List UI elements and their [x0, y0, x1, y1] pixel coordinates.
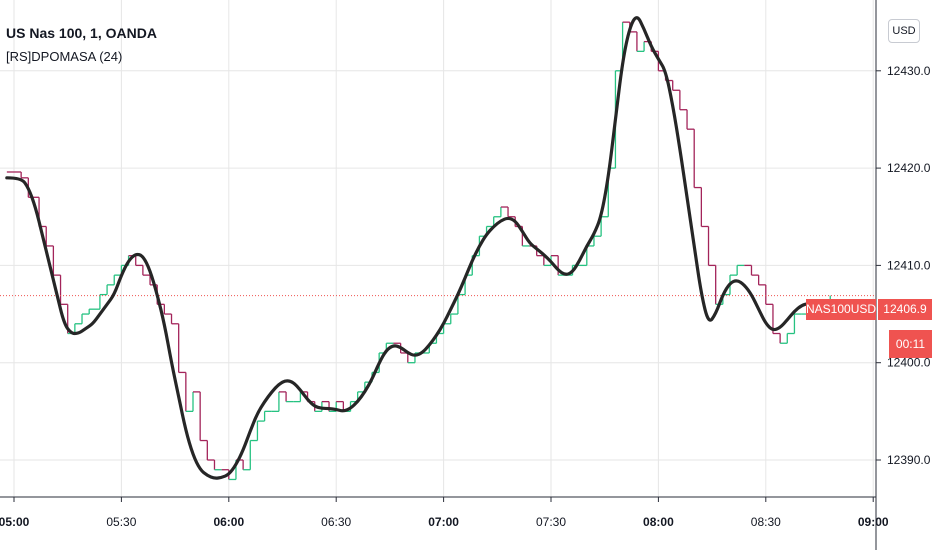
x-tick-label: 08:30	[751, 515, 781, 529]
x-tick-label: 05:30	[106, 515, 136, 529]
y-tick-label: 12390.0	[887, 453, 931, 467]
y-tick-label: 12420.0	[887, 161, 931, 175]
x-tick-label: 09:00	[858, 515, 889, 529]
symbol-label[interactable]: US Nas 100, 1, OANDA	[6, 25, 157, 41]
symbol-price-tag: NAS100USD	[806, 299, 876, 320]
x-tick-label: 06:00	[213, 515, 244, 529]
y-tick-label: 12400.0	[887, 356, 931, 370]
x-tick-label: 08:00	[643, 515, 674, 529]
x-tick-label: 06:30	[321, 515, 351, 529]
currency-button[interactable]: USD	[888, 19, 920, 43]
chart-legend: US Nas 100, 1, OANDA [RS]DPOMASA (24)	[6, 22, 157, 68]
y-tick-label: 12430.0	[887, 64, 931, 78]
indicator-label[interactable]: [RS]DPOMASA (24)	[6, 49, 123, 64]
x-tick-label: 07:00	[428, 515, 459, 529]
x-tick-label: 05:00	[0, 515, 30, 529]
x-tick-label: 07:30	[536, 515, 566, 529]
y-tick-label: 12410.0	[887, 258, 931, 272]
ma-line	[5, 16, 818, 480]
countdown-tag: 00:11	[889, 330, 932, 358]
last-price-tag: 12406.9	[878, 299, 932, 320]
